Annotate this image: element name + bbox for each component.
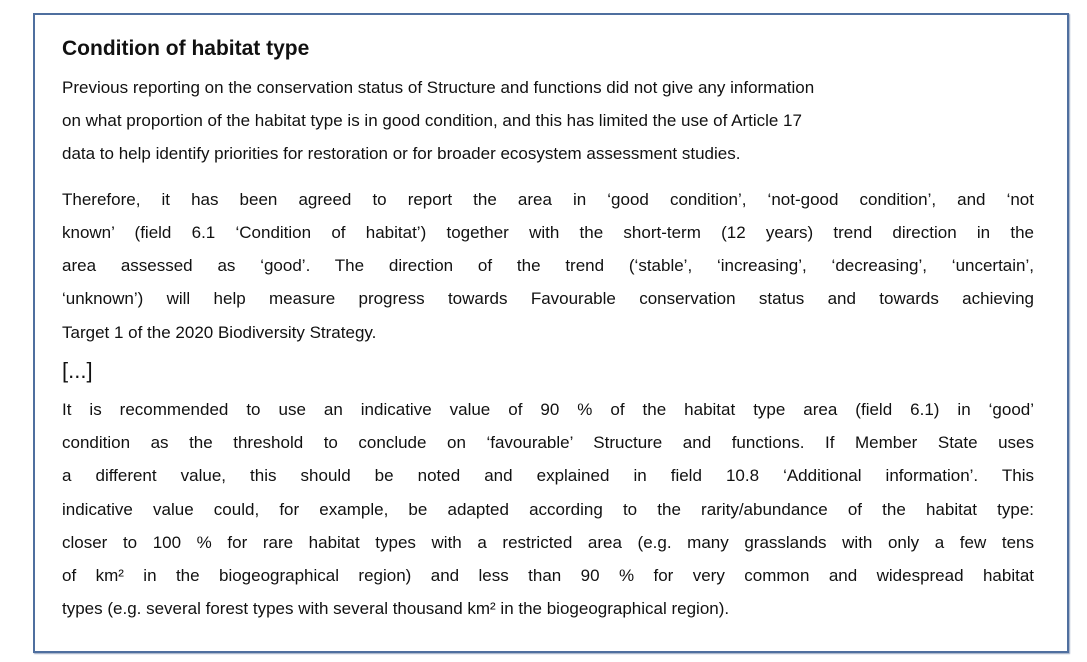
text-line: condition as the threshold to conclude o… <box>62 433 1034 452</box>
text-line: closer to 100 % for rare habitat types w… <box>62 533 1034 552</box>
text-line: It is recommended to use an indicative v… <box>62 400 1034 419</box>
text-line: data to help identify priorities for res… <box>62 144 741 163</box>
text-line: on what proportion of the habitat type i… <box>62 111 802 130</box>
text-line: indicative value could, for example, be … <box>62 500 1034 519</box>
text-line: a different value, this should be noted … <box>62 466 1034 485</box>
text-line: Target 1 of the 2020 Biodiversity Strate… <box>62 323 377 342</box>
text-line: ‘unknown’) will help measure progress to… <box>62 289 1034 308</box>
text-line: known’ (field 6.1 ‘Condition of habitat’… <box>62 223 1034 242</box>
text-line: area assessed as ‘good’. The direction o… <box>62 256 1034 275</box>
omission-marker: [...] <box>62 358 93 383</box>
text-line: types (e.g. several forest types with se… <box>62 599 730 618</box>
text-line: Previous reporting on the conservation s… <box>62 78 815 97</box>
section-heading: Condition of habitat type <box>62 37 310 60</box>
text-line: of km² in the biogeographical region) an… <box>62 566 1034 585</box>
text-line: Therefore, it has been agreed to report … <box>62 190 1034 209</box>
quote-box <box>33 13 1069 653</box>
